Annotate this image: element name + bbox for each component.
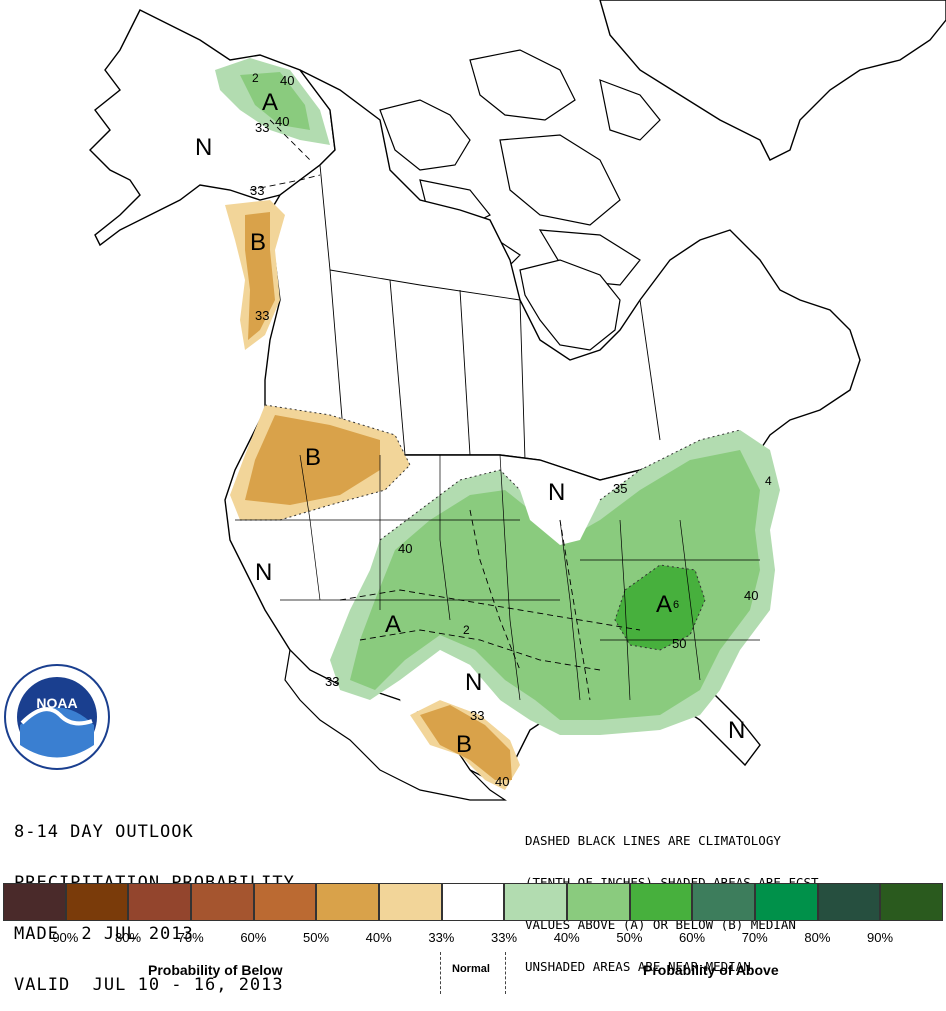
legend-swatch bbox=[629, 883, 693, 921]
map-label-se-40: 40 bbox=[744, 588, 758, 603]
legend-percent-label: 90% bbox=[867, 930, 894, 945]
nw-below-40 bbox=[245, 415, 380, 505]
outlook-made-date: MADE 2 JUL 2013 bbox=[14, 924, 194, 944]
legend-percent-label: 40% bbox=[553, 930, 580, 945]
legend-swatch bbox=[3, 883, 66, 921]
map-label-plains-40: 40 bbox=[398, 541, 412, 556]
gl-normal-area bbox=[520, 470, 600, 545]
province-borders bbox=[319, 164, 661, 461]
legend-percent-label: 40% bbox=[365, 930, 392, 945]
map-label-sw-2: 2 bbox=[463, 623, 470, 637]
map-label-tx-b: B bbox=[456, 731, 472, 758]
alaska-above-40 bbox=[240, 72, 310, 130]
legend-swatch bbox=[692, 883, 756, 921]
map-label-se-a: A bbox=[656, 591, 672, 618]
legend-swatch bbox=[755, 883, 818, 921]
note-line-1: DASHED BLACK LINES ARE CLIMATOLOGY bbox=[525, 833, 781, 848]
legend-percent-label: 50% bbox=[616, 930, 643, 945]
legend-swatch bbox=[191, 883, 254, 921]
climatology-lines bbox=[249, 119, 641, 701]
noaa-logo: NOAA bbox=[4, 664, 110, 770]
tx-below-40 bbox=[420, 705, 512, 780]
legend-percent-label: 80% bbox=[804, 930, 831, 945]
legend-percent-label: 33% bbox=[491, 930, 518, 945]
outlook-title: 8-14 DAY OUTLOOK bbox=[14, 822, 194, 842]
outlook-valid-dates: VALID JUL 10 - 16, 2013 bbox=[14, 975, 284, 995]
map-label-se-50: 50 bbox=[672, 636, 686, 651]
greenland-outline bbox=[599, 0, 946, 161]
legend-percent-label: 50% bbox=[303, 930, 330, 945]
map-label-alaska-40: 40 bbox=[280, 73, 294, 88]
hudson-bay bbox=[519, 259, 621, 351]
legend-percent-label: 70% bbox=[177, 930, 204, 945]
map-label-fl-n: N bbox=[728, 717, 745, 744]
precipitation-outlook-map: A 40 2 33 40 N 33 B 33 B N 40 A 33 2 N 3… bbox=[4, 0, 946, 801]
central-above-40 bbox=[350, 450, 760, 720]
legend-swatch bbox=[880, 883, 944, 921]
legend-percent-label: 60% bbox=[679, 930, 706, 945]
tx-normal-area bbox=[400, 650, 520, 740]
legend-swatch bbox=[379, 883, 442, 921]
legend-caption-normal: Normal bbox=[452, 963, 490, 975]
map-label-tx-n: N bbox=[465, 669, 482, 696]
legend-swatch bbox=[441, 883, 505, 921]
bc-below-40 bbox=[245, 212, 275, 340]
noaa-logo-text: NOAA bbox=[36, 695, 77, 711]
normal-divider-left bbox=[440, 952, 441, 994]
legend-swatch bbox=[253, 883, 317, 921]
map-label-ne-4: 4 bbox=[765, 474, 772, 488]
canada-outline bbox=[264, 69, 861, 481]
map-label-west-n: N bbox=[255, 559, 272, 586]
legend-swatch bbox=[504, 883, 568, 921]
map-label-bc-33b: 33 bbox=[255, 308, 269, 323]
legend-swatch bbox=[65, 883, 129, 921]
note-line-4: UNSHADED AREAS ARE NEAR-MEDIAN bbox=[525, 959, 751, 974]
legend-caption-above: Probability of Above bbox=[643, 962, 779, 978]
map-label-gl-35: 35 bbox=[613, 481, 627, 496]
legend-percent-label: 90% bbox=[52, 930, 79, 945]
map-label-alaska-n: N bbox=[195, 134, 212, 161]
probability-shading bbox=[215, 58, 780, 790]
legend-percent-label: 60% bbox=[240, 930, 267, 945]
legend-swatch bbox=[817, 883, 881, 921]
legend-percent-label: 70% bbox=[741, 930, 768, 945]
contour-lines bbox=[240, 404, 741, 651]
map-label-alaska-40b: 40 bbox=[275, 114, 289, 129]
normal-divider-right bbox=[505, 952, 506, 994]
legend-swatch bbox=[128, 883, 192, 921]
map-label-sw-33: 33 bbox=[325, 674, 339, 689]
map-label-alaska-33: 33 bbox=[255, 120, 269, 135]
map-label-alaska-a: A bbox=[262, 89, 278, 116]
legend-label-spacer bbox=[911, 930, 946, 948]
map-label-bc-b: B bbox=[250, 229, 266, 256]
legend-swatch bbox=[316, 883, 380, 921]
map-label-se-6: 6 bbox=[673, 599, 679, 611]
legend-swatch bbox=[567, 883, 630, 921]
note-line-3: VALUES ABOVE (A) OR BELOW (B) MEDIAN bbox=[525, 917, 796, 932]
probability-legend bbox=[3, 883, 944, 923]
map-label-tx-33: 33 bbox=[470, 708, 484, 723]
legend-percent-label: 80% bbox=[114, 930, 142, 945]
se-above-50 bbox=[615, 565, 705, 650]
map-label-alaska-2: 2 bbox=[252, 71, 259, 85]
map-label-tx-40: 40 bbox=[495, 774, 509, 789]
legend-caption-below: Probability of Below bbox=[148, 962, 283, 978]
map-label-bc-33: 33 bbox=[250, 183, 264, 198]
map-label-plains-a: A bbox=[385, 611, 401, 638]
map-label-nw-b: B bbox=[305, 444, 321, 471]
map-label-gl-n: N bbox=[548, 479, 565, 506]
legend-percent-labels: 90% 80% 70% 60% 50% 40% 33% 33% 40% 50% 60% 70% 80% 9… bbox=[3, 930, 943, 948]
state-borders bbox=[235, 454, 760, 701]
legend-percent-label: 33% bbox=[428, 930, 455, 945]
